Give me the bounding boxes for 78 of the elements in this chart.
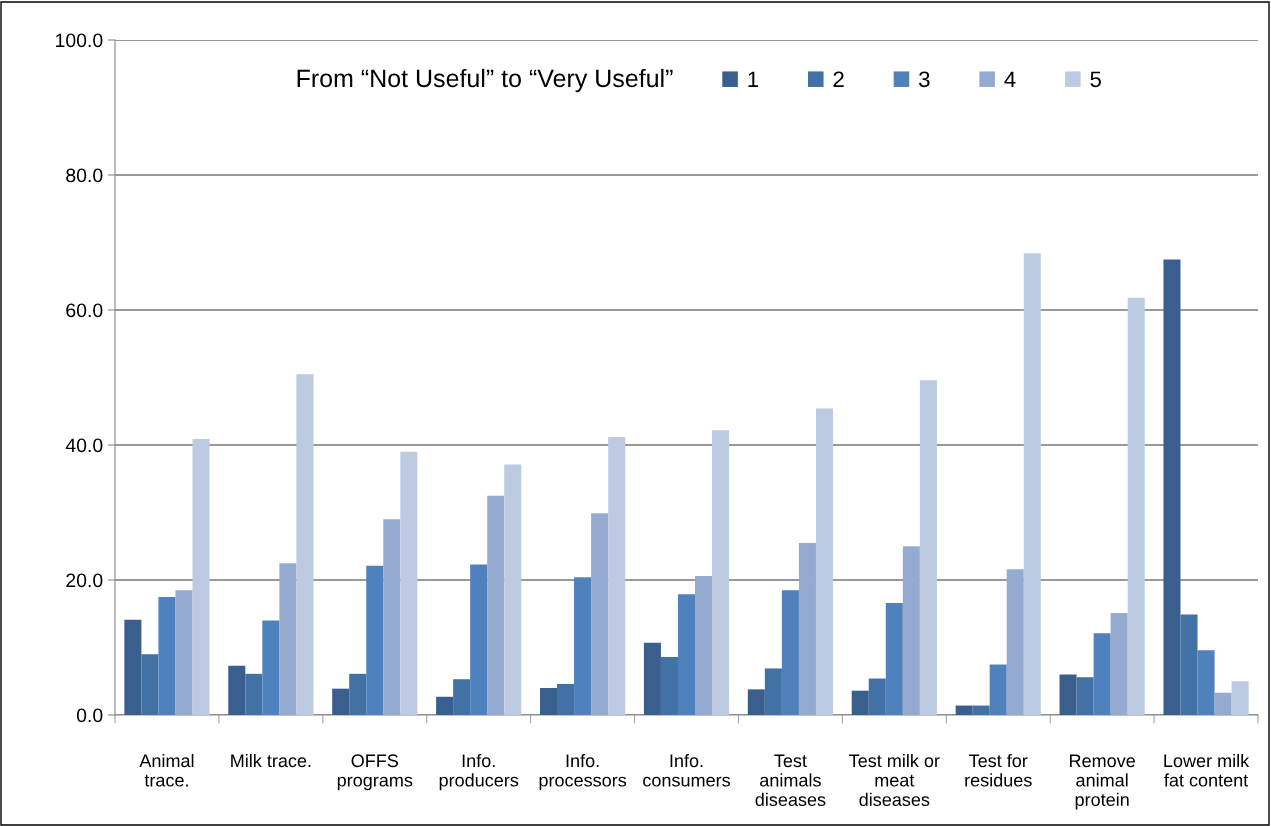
bar <box>764 668 782 715</box>
bar <box>1006 569 1024 715</box>
legend-label: 1 <box>748 71 759 87</box>
bar <box>1093 633 1111 715</box>
bar <box>349 673 367 715</box>
x-tick-label: Lower milk fat content <box>1164 753 1250 787</box>
bar <box>868 678 886 715</box>
bar <box>487 495 505 715</box>
bar <box>332 688 350 715</box>
bar <box>228 665 246 715</box>
y-tick-label: 20.0 <box>66 573 103 588</box>
bar <box>591 513 609 715</box>
bar <box>643 642 661 715</box>
bar <box>1076 677 1094 715</box>
bar <box>574 577 592 715</box>
bar <box>798 542 816 715</box>
legend-label: 4 <box>1004 71 1016 87</box>
bar <box>1127 297 1145 715</box>
x-tick-label: Test milk or meat diseases <box>849 753 940 807</box>
bar <box>470 564 488 715</box>
bar <box>885 602 903 715</box>
y-tick-label: 80.0 <box>66 168 103 183</box>
bar <box>1023 253 1041 715</box>
bar <box>192 438 210 715</box>
bar <box>436 696 454 715</box>
bar <box>989 664 1007 715</box>
bar <box>296 374 314 715</box>
bar <box>175 590 193 715</box>
bar <box>262 620 280 715</box>
legend-title: From “Not Useful” to “Very Useful” <box>297 68 673 93</box>
bar <box>366 565 384 715</box>
x-tick-label: Test for residues <box>965 753 1032 787</box>
bar <box>1163 259 1181 715</box>
x-tick-label: Remove animal protein <box>1070 754 1135 810</box>
bar <box>557 683 575 715</box>
bar <box>781 590 799 715</box>
bar <box>695 575 713 715</box>
bar <box>504 464 522 715</box>
bar <box>279 563 297 715</box>
x-tick-label: Info. processors <box>539 753 627 791</box>
bar <box>1110 613 1128 715</box>
bar <box>902 546 920 715</box>
bar <box>851 690 869 715</box>
bar <box>677 594 696 715</box>
bar <box>158 596 176 715</box>
bar <box>453 679 471 715</box>
bar <box>919 380 937 715</box>
y-tick-label: 40.0 <box>65 438 103 453</box>
legend-label: 2 <box>833 71 844 87</box>
bar <box>245 673 263 715</box>
bar <box>608 436 626 715</box>
bar <box>660 656 678 715</box>
bar <box>712 430 730 715</box>
bar <box>815 408 834 715</box>
y-tick-label: 100.0 <box>56 33 103 48</box>
bar <box>972 705 990 715</box>
bar <box>1059 674 1077 715</box>
bar <box>1180 614 1198 715</box>
bar <box>400 451 418 715</box>
bar <box>1197 650 1215 715</box>
x-tick-label: Info. consumers <box>643 753 730 787</box>
bar <box>141 654 159 715</box>
x-tick-label: Animal trace. <box>139 753 194 787</box>
x-tick-label: Info. producers <box>439 753 519 791</box>
bar <box>747 689 765 715</box>
x-tick-label: Milk trace. <box>231 753 311 768</box>
bar <box>1214 692 1232 715</box>
bar <box>539 688 558 715</box>
legend-label: 3 <box>918 71 930 88</box>
x-tick-label: OFFS programs <box>337 754 413 791</box>
y-tick-label: 60.0 <box>66 303 103 318</box>
bar <box>955 705 973 715</box>
y-tick-label: 0.0 <box>76 708 103 723</box>
x-tick-label: Test animals diseases <box>755 754 826 807</box>
bar <box>383 519 401 715</box>
bar <box>1231 681 1249 715</box>
bar <box>124 619 142 715</box>
legend-label: 5 <box>1090 71 1101 88</box>
